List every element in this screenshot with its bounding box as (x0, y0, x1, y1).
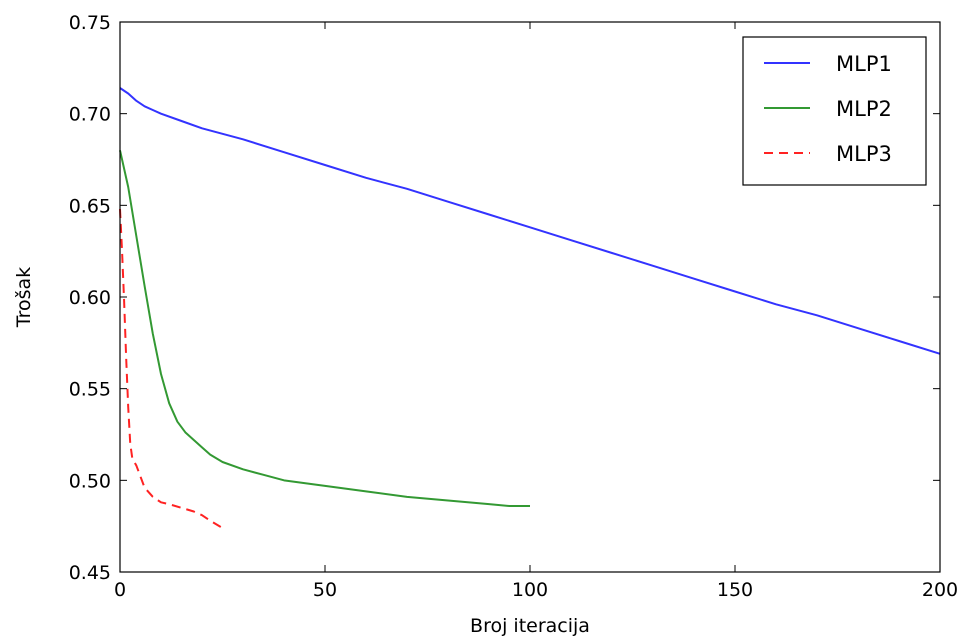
y-axis-label: Trošak (13, 267, 35, 328)
series-layer (119, 87, 941, 529)
y-tick-label: 0.45 (69, 562, 111, 584)
legend-label-mlp1: MLP1 (836, 52, 892, 76)
y-tick-label: 0.50 (69, 470, 111, 492)
x-tick-label: 100 (512, 579, 548, 601)
x-axis-label: Broj iteracija (470, 615, 590, 637)
legend-label-mlp2: MLP2 (836, 97, 892, 121)
legend: MLP1 MLP2 MLP3 (742, 36, 927, 186)
x-tick-label: 0 (114, 579, 126, 601)
y-tick-label: 0.70 (69, 104, 111, 126)
x-tick-label: 50 (313, 579, 337, 601)
series-line-mlp3 (119, 208, 224, 529)
x-tick-label: 200 (922, 579, 958, 601)
x-tick-label: 150 (717, 579, 753, 601)
x-axis-ticks: 0 50 100 150 200 (114, 22, 958, 601)
y-axis-ticks: 0.45 0.50 0.55 0.60 0.65 0.70 0.75 (69, 12, 940, 584)
series-line-mlp1 (119, 87, 941, 355)
legend-box (742, 36, 927, 186)
series-line-mlp2 (119, 150, 530, 507)
y-tick-label: 0.75 (69, 12, 111, 34)
y-tick-label: 0.55 (69, 379, 111, 401)
legend-label-mlp3: MLP3 (836, 142, 892, 166)
y-tick-label: 0.60 (69, 287, 111, 309)
y-tick-label: 0.65 (69, 195, 111, 217)
